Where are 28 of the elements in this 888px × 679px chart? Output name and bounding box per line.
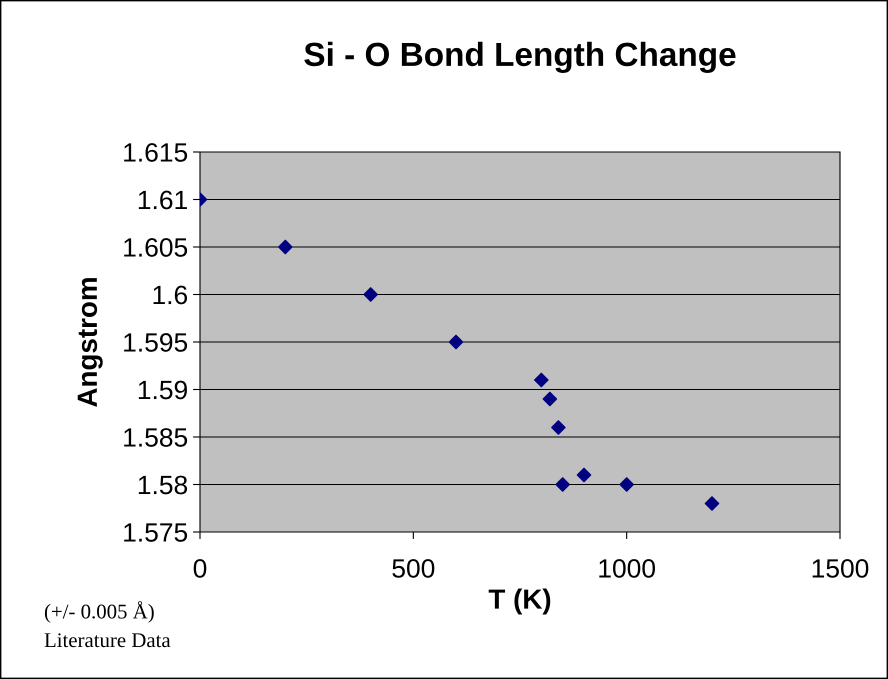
point xyxy=(555,477,570,492)
y-tick-label: 1.595 xyxy=(124,333,188,352)
y-axis-title: Angstrom xyxy=(78,278,103,407)
text: Literature Data xyxy=(44,633,170,648)
point xyxy=(576,468,592,482)
point xyxy=(363,287,378,302)
x-tick-label: 1500 xyxy=(812,559,868,578)
y-tick-label: 1.61 xyxy=(138,190,187,210)
point xyxy=(619,477,634,492)
x-tick-label: 1000 xyxy=(599,559,655,578)
point xyxy=(534,372,549,388)
y-tick-label: 1.58 xyxy=(138,476,188,494)
y-tick-label: 1.585 xyxy=(124,428,188,447)
x-tick-label: 0 xyxy=(194,559,206,578)
chart-title: Si - O Bond Length Change xyxy=(304,42,736,73)
point xyxy=(704,496,720,511)
y-tick-label: 1.575 xyxy=(124,523,188,542)
point xyxy=(448,334,464,350)
y-tick-label: 1.605 xyxy=(124,238,188,257)
y-tick-label: 1.6 xyxy=(154,286,188,304)
point xyxy=(551,420,566,435)
x-axis-title: T (K) xyxy=(488,588,550,614)
x-tick-label: 500 xyxy=(392,559,434,578)
point xyxy=(542,392,558,406)
y-tick-label: 1.615 xyxy=(124,143,188,162)
y-tick-label: 1.59 xyxy=(138,380,187,400)
point xyxy=(278,240,293,254)
text: (+/- 0.005 Å) xyxy=(44,601,154,623)
